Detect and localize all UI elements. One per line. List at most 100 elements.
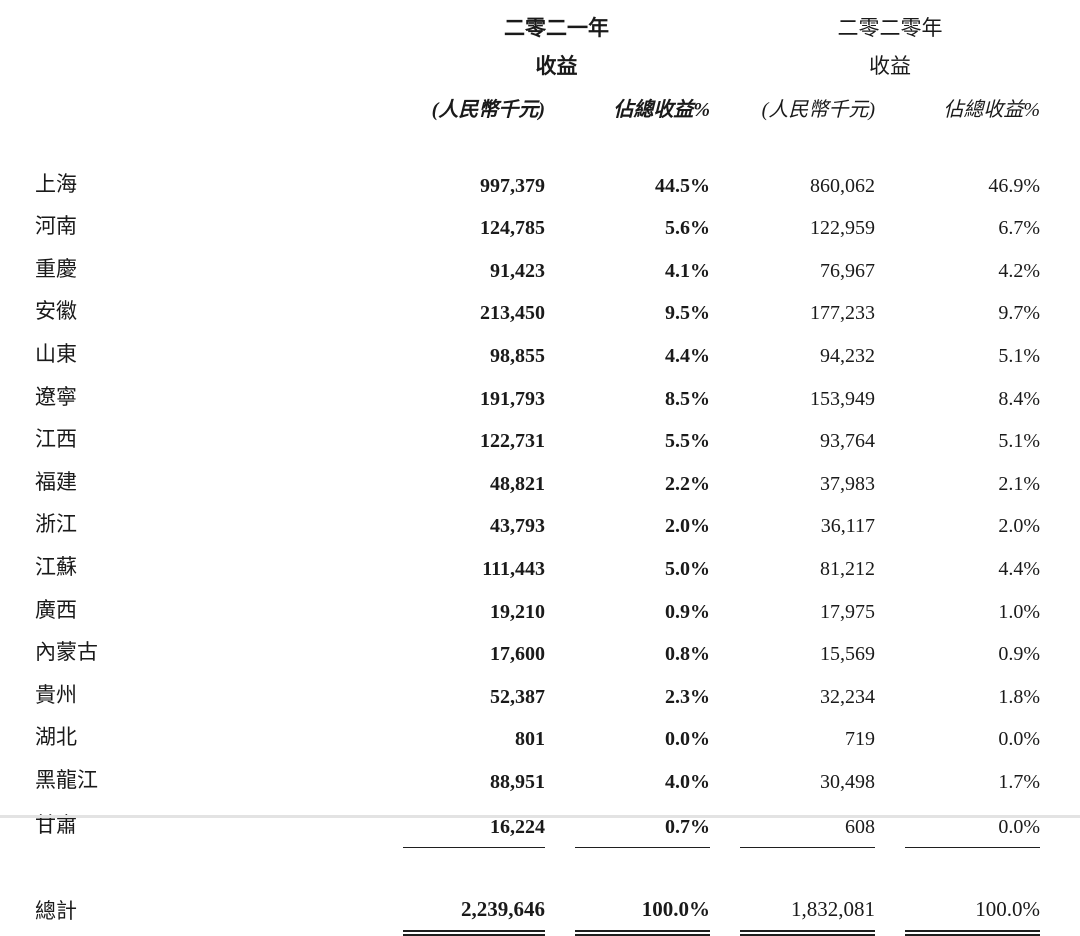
- rev-2021-cell: 111,443: [482, 557, 545, 580]
- column-gap: [875, 460, 905, 503]
- column-gap: [875, 801, 905, 848]
- rev-2021-cell: 43,793: [490, 515, 545, 538]
- region-label: 遼寧: [35, 384, 77, 409]
- column-gap: [545, 631, 575, 674]
- region-label: 貴州: [35, 682, 77, 707]
- pct-2021-cell: 5.5%: [665, 430, 710, 453]
- rev-2020-cell: 177,233: [810, 302, 875, 325]
- region-label: 內蒙古: [35, 640, 98, 665]
- column-gap: [710, 545, 740, 588]
- column-gap: [545, 545, 575, 588]
- region-label: 湖北: [35, 725, 77, 750]
- pct-2021-cell: 4.0%: [665, 770, 710, 793]
- region-label: 浙江: [35, 512, 77, 537]
- pct-2021-cell: 5.0%: [665, 557, 710, 580]
- table-row: 山東 98,855 4.4% 94,232 5.1%: [35, 332, 1040, 375]
- column-gap: [875, 418, 905, 461]
- pct-2020-cell: 6.7%: [998, 217, 1040, 240]
- table-row: 貴州 52,387 2.3% 32,234 1.8%: [35, 673, 1040, 716]
- table-row: 湖北 801 0.0% 719 0.0%: [35, 716, 1040, 759]
- column-gap: [710, 205, 740, 248]
- rev-2021-cell: 48,821: [490, 472, 545, 495]
- pct-2020-cell: 8.4%: [998, 387, 1040, 410]
- rev-2020-cell: 122,959: [810, 217, 875, 240]
- column-gap: [710, 332, 740, 375]
- rev-2020-cell: 15,569: [820, 643, 875, 666]
- rev-2020-cell: 36,117: [820, 515, 875, 538]
- header-pct-2020: 佔總收益%: [943, 99, 1040, 121]
- region-label: 上海: [35, 171, 77, 196]
- table-row: 安徽 213,450 9.5% 177,233 9.7%: [35, 290, 1040, 333]
- pct-2020-cell: 4.2%: [998, 259, 1040, 282]
- pct-2020-cell: 4.4%: [998, 557, 1040, 580]
- column-gap: [545, 503, 575, 546]
- column-gap: [545, 290, 575, 333]
- header-pct-2021: 佔總收益%: [613, 99, 710, 121]
- rev-2021-cell: 191,793: [480, 387, 545, 410]
- column-gap: [545, 418, 575, 461]
- header-spacer: [35, 84, 403, 128]
- column-gap: [710, 758, 740, 801]
- region-label: 江蘇: [35, 554, 77, 579]
- column-gap: [545, 247, 575, 290]
- rev-2021-cell: 19,210: [490, 600, 545, 623]
- column-gap: [545, 588, 575, 631]
- pct-2020-cell: 1.0%: [998, 600, 1040, 623]
- rev-2021-cell: 122,731: [480, 430, 545, 453]
- region-label: 福建: [35, 469, 77, 494]
- pct-2020-cell: 9.7%: [998, 302, 1040, 325]
- column-gap: [710, 375, 740, 418]
- rev-2021-cell: 997,379: [480, 174, 545, 197]
- table-body: 上海 997,379 44.5% 860,062 46.9% 河南 124,78…: [35, 128, 1040, 936]
- pct-2021-cell: 2.3%: [665, 685, 710, 708]
- rev-2020-cell: 719: [845, 728, 875, 751]
- column-gap: [710, 162, 740, 205]
- rev-2021-cell: 124,785: [480, 217, 545, 240]
- column-gap: [875, 375, 905, 418]
- column-gap: [710, 247, 740, 290]
- pct-2020-cell: 5.1%: [998, 344, 1040, 367]
- table-row: 上海 997,379 44.5% 860,062 46.9%: [35, 162, 1040, 205]
- region-label: 黑龍江: [35, 767, 98, 792]
- region-label: 山東: [35, 341, 77, 366]
- column-gap: [875, 876, 905, 933]
- rev-2021-cell: 98,855: [490, 344, 545, 367]
- column-gap: [875, 290, 905, 333]
- column-gap: [875, 84, 905, 128]
- table-header: 二零二一年 二零二零年 收益 收益 (人民幣千元) 佔總收益% (人民幣千元) …: [35, 8, 1040, 128]
- pct-2021-cell: 4.1%: [665, 259, 710, 282]
- table-row: 浙江 43,793 2.0% 36,117 2.0%: [35, 503, 1040, 546]
- pct-2021-cell: 9.5%: [665, 302, 710, 325]
- rev-2020-cell: 76,967: [820, 259, 875, 282]
- page-edge-strip: [0, 815, 1080, 818]
- rev-2020-cell: 93,764: [820, 430, 875, 453]
- column-gap: [710, 290, 740, 333]
- column-gap: [875, 332, 905, 375]
- column-gap: [710, 460, 740, 503]
- rev-2020-cell: 153,949: [810, 387, 875, 410]
- pct-2020-cell: 1.7%: [998, 770, 1040, 793]
- pct-2021-cell: 0.0%: [665, 728, 710, 751]
- region-label: 廣西: [35, 597, 77, 622]
- column-gap: [875, 716, 905, 759]
- rev-2021-cell: 801: [515, 728, 545, 751]
- rev-2020-cell: 860,062: [810, 174, 875, 197]
- column-gap: [710, 631, 740, 674]
- header-spacer: [35, 8, 403, 46]
- rev-2021-cell: 213,450: [480, 302, 545, 325]
- header-revenue-row: 收益 收益: [35, 46, 1040, 84]
- total-pct-2020-cell: 100.0%: [905, 875, 1040, 936]
- column-gap: [710, 716, 740, 759]
- pct-2021-cell: 4.4%: [665, 344, 710, 367]
- column-gap: [545, 801, 575, 848]
- pct-2020-cell: 0.0%: [905, 800, 1040, 848]
- column-gap: [875, 588, 905, 631]
- rev-2020-cell: 37,983: [820, 472, 875, 495]
- total-row: 總計 2,239,646 100.0% 1,832,081 100.0%: [35, 875, 1040, 936]
- pct-2020-cell: 0.0%: [998, 728, 1040, 751]
- pct-2020-cell: 46.9%: [988, 174, 1040, 197]
- column-gap: [545, 375, 575, 418]
- rev-2020-cell: 608: [740, 800, 875, 848]
- table-row: 江西 122,731 5.5% 93,764 5.1%: [35, 418, 1040, 461]
